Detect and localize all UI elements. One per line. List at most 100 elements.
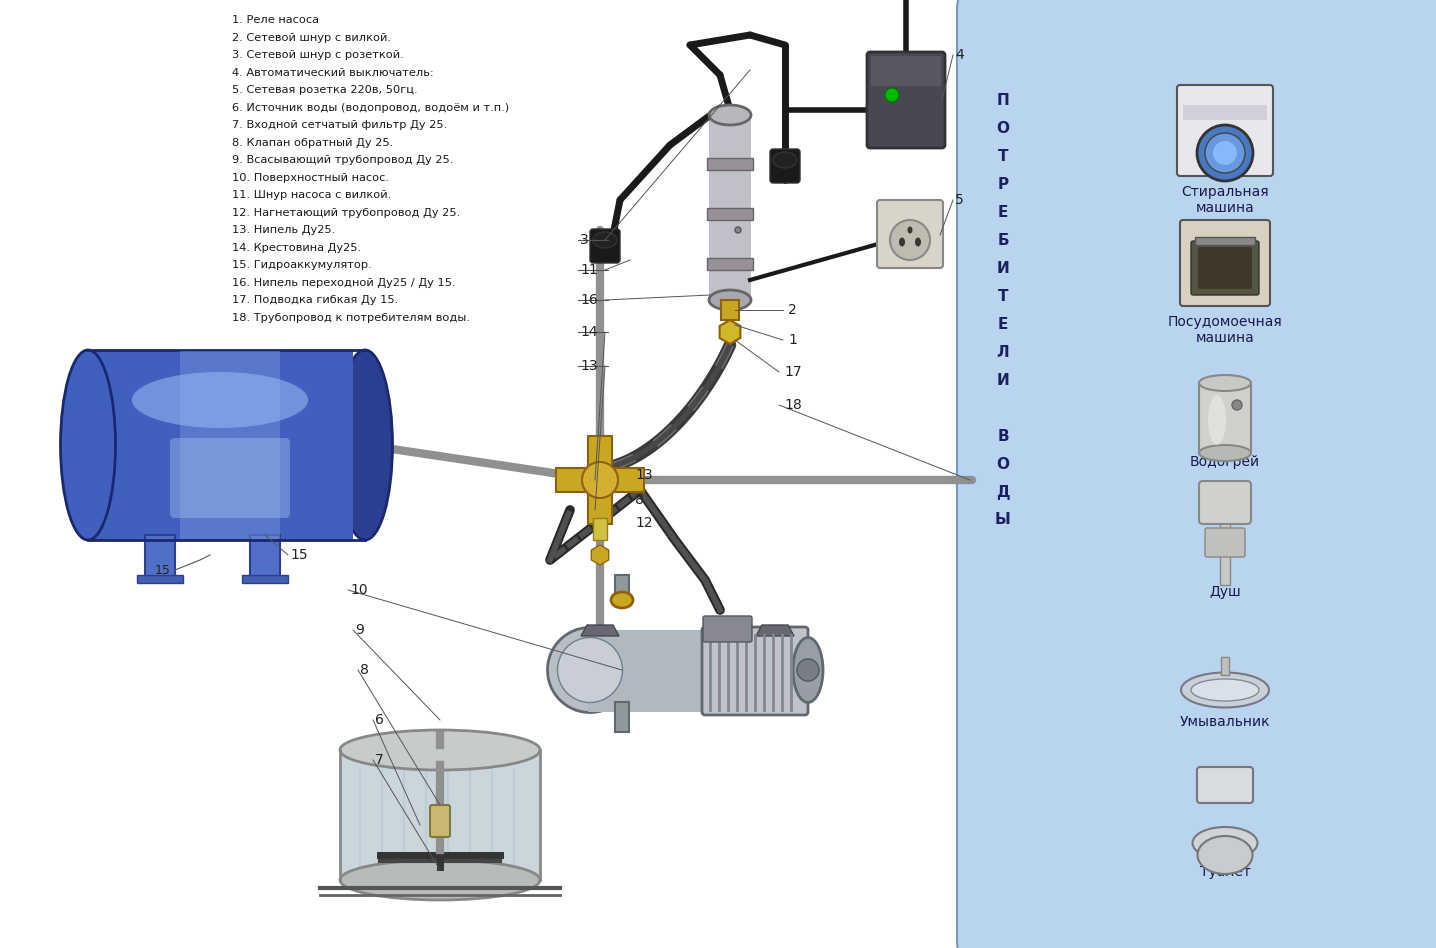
Text: П: П: [997, 93, 1010, 107]
Circle shape: [885, 88, 899, 102]
Text: 8: 8: [635, 493, 643, 507]
Text: 9. Всасывающий трубопровод Ду 25.: 9. Всасывающий трубопровод Ду 25.: [233, 155, 454, 165]
Text: 2. Сетевой шнур с вилкой.: 2. Сетевой шнур с вилкой.: [233, 32, 391, 43]
Circle shape: [1213, 141, 1236, 165]
Text: В: В: [997, 428, 1010, 444]
Ellipse shape: [610, 592, 633, 608]
Polygon shape: [755, 625, 794, 636]
FancyBboxPatch shape: [872, 56, 941, 86]
Ellipse shape: [593, 232, 617, 248]
FancyBboxPatch shape: [770, 149, 800, 183]
Bar: [1195, 237, 1255, 245]
Bar: [340, 750, 540, 880]
Text: 13: 13: [635, 468, 652, 482]
Bar: [1221, 657, 1229, 675]
Circle shape: [735, 227, 741, 233]
Text: 7. Входной сетчатый фильтр Ду 25.: 7. Входной сетчатый фильтр Ду 25.: [233, 120, 447, 130]
Bar: [709, 115, 751, 300]
Text: 13. Нипель Ду25.: 13. Нипель Ду25.: [233, 225, 335, 235]
Text: Душ: Душ: [1209, 585, 1241, 599]
Text: 5: 5: [955, 193, 964, 207]
Ellipse shape: [908, 227, 912, 233]
Circle shape: [1205, 133, 1245, 173]
Bar: [1221, 510, 1231, 585]
Text: 17: 17: [784, 365, 801, 379]
Ellipse shape: [132, 372, 307, 428]
Text: 11: 11: [580, 263, 597, 277]
Bar: [593, 518, 607, 540]
FancyBboxPatch shape: [590, 229, 620, 263]
Circle shape: [1198, 125, 1254, 181]
Text: И: И: [997, 261, 1010, 276]
Text: 3: 3: [580, 233, 589, 247]
Bar: [136, 575, 182, 583]
Text: 9: 9: [355, 623, 363, 637]
FancyBboxPatch shape: [704, 616, 752, 642]
Bar: [556, 468, 643, 492]
Text: Умывальник: Умывальник: [1180, 715, 1271, 729]
Ellipse shape: [797, 659, 819, 681]
Text: Е: Е: [998, 205, 1008, 220]
Bar: [587, 436, 612, 524]
Bar: [707, 258, 752, 270]
FancyBboxPatch shape: [1199, 481, 1251, 524]
Ellipse shape: [709, 290, 751, 310]
FancyBboxPatch shape: [867, 52, 945, 148]
Text: Водогрей: Водогрей: [1190, 455, 1259, 469]
Bar: [250, 535, 280, 580]
Text: 14: 14: [580, 325, 597, 339]
Text: И: И: [997, 373, 1010, 388]
Text: Р: Р: [998, 176, 1008, 191]
Text: Посудомоечная
машина: Посудомоечная машина: [1167, 315, 1282, 345]
Ellipse shape: [793, 637, 823, 702]
Bar: [615, 702, 629, 732]
FancyBboxPatch shape: [169, 438, 290, 518]
Circle shape: [1232, 400, 1242, 410]
Text: 6. Источник воды (водопровод, водоём и т.п.): 6. Источник воды (водопровод, водоём и т…: [233, 102, 510, 113]
Text: 16. Нипель переходной Ду25 / Ду 15.: 16. Нипель переходной Ду25 / Ду 15.: [233, 278, 455, 287]
Text: 17. Подводка гибкая Ду 15.: 17. Подводка гибкая Ду 15.: [233, 295, 398, 305]
Text: 13: 13: [580, 359, 597, 373]
Text: О: О: [997, 120, 1010, 136]
Ellipse shape: [1192, 827, 1258, 859]
Text: 14. Крестовина Ду25.: 14. Крестовина Ду25.: [233, 243, 360, 252]
FancyBboxPatch shape: [1205, 528, 1245, 557]
Bar: [587, 630, 708, 712]
Text: 10: 10: [350, 583, 368, 597]
Text: 5. Сетевая розетка 220в, 50гц.: 5. Сетевая розетка 220в, 50гц.: [233, 85, 418, 95]
Text: 1. Реле насоса: 1. Реле насоса: [233, 15, 319, 25]
Bar: [721, 300, 740, 320]
Text: Е: Е: [998, 317, 1008, 332]
Text: О: О: [997, 457, 1010, 471]
FancyBboxPatch shape: [1190, 241, 1259, 295]
Bar: [180, 351, 280, 539]
Text: 16: 16: [580, 293, 597, 307]
Text: Л: Л: [997, 344, 1010, 359]
Ellipse shape: [899, 238, 905, 246]
FancyBboxPatch shape: [1180, 220, 1269, 306]
Text: 11. Шнур насоса с вилкой.: 11. Шнур насоса с вилкой.: [233, 190, 391, 200]
Text: Д: Д: [997, 484, 1010, 500]
Text: 2: 2: [788, 303, 797, 317]
Text: 4. Автоматический выключатель:: 4. Автоматический выключатель:: [233, 67, 434, 78]
Bar: [707, 208, 752, 220]
Text: 15: 15: [155, 563, 171, 576]
Text: Туалет: Туалет: [1199, 865, 1251, 879]
Text: 12. Нагнетающий трубопровод Ду 25.: 12. Нагнетающий трубопровод Ду 25.: [233, 208, 461, 217]
FancyBboxPatch shape: [1178, 85, 1272, 176]
Text: 8: 8: [360, 663, 369, 677]
Ellipse shape: [773, 152, 797, 168]
Bar: [145, 535, 175, 580]
Text: 4: 4: [955, 48, 964, 62]
Text: 3. Сетевой шнур с розеткой.: 3. Сетевой шнур с розеткой.: [233, 50, 404, 60]
FancyBboxPatch shape: [1198, 247, 1252, 289]
Text: 6: 6: [375, 713, 383, 727]
Ellipse shape: [1198, 836, 1252, 874]
Text: 1: 1: [788, 333, 797, 347]
Bar: [707, 158, 752, 170]
Ellipse shape: [547, 628, 632, 713]
Ellipse shape: [709, 105, 751, 125]
Text: 15. Гидроаккумулятор.: 15. Гидроаккумулятор.: [233, 260, 372, 270]
Text: 18: 18: [784, 398, 801, 412]
Ellipse shape: [60, 350, 115, 540]
